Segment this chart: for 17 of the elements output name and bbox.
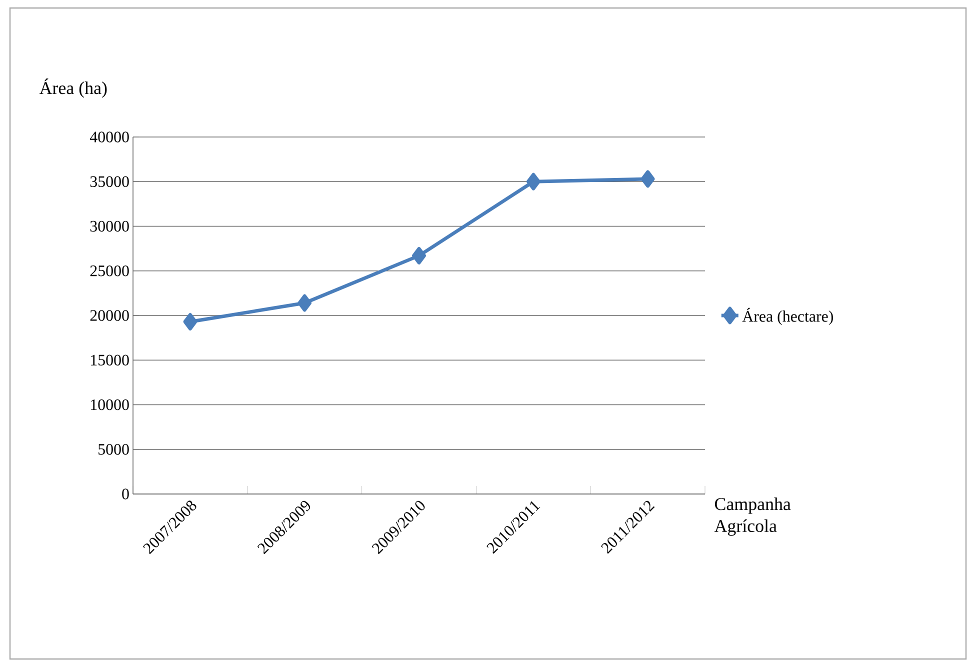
- y-tick-label: 40000: [90, 132, 129, 142]
- y-tick-label: 25000: [90, 265, 129, 276]
- y-tick-label: 35000: [90, 176, 129, 187]
- point: [183, 313, 198, 330]
- y-tick-label: 20000: [90, 310, 129, 321]
- y-axis-title: Área (ha): [39, 78, 107, 98]
- legend-label: Área (hectare): [742, 308, 834, 325]
- y-tick-label: 5000: [98, 444, 129, 455]
- y-tick-label: 30000: [90, 220, 129, 232]
- point: [526, 172, 540, 190]
- point: [412, 246, 426, 264]
- y-tick-label: 10000: [91, 399, 129, 410]
- point: [298, 294, 312, 312]
- y-tick-label: 15000: [91, 354, 129, 366]
- x-axis-title: Campanha Agrícola: [714, 497, 791, 536]
- point: [640, 170, 655, 188]
- y-tick-label: 0: [122, 488, 129, 500]
